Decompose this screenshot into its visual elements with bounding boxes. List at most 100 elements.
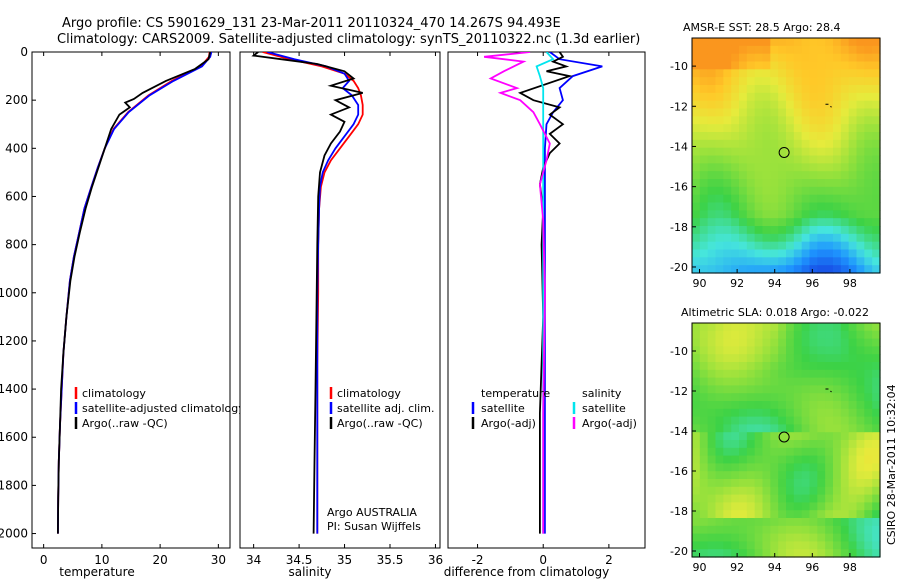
heatmap-cell bbox=[848, 163, 858, 172]
heatmap-cell bbox=[848, 447, 858, 457]
heatmap-cell bbox=[778, 338, 787, 347]
heatmap-cell bbox=[692, 233, 701, 243]
heatmap-cell bbox=[739, 53, 748, 63]
heatmap-cell bbox=[801, 385, 811, 394]
heatmap-cell bbox=[723, 455, 732, 464]
heatmap-cell bbox=[723, 69, 732, 78]
heatmap-cell bbox=[746, 171, 756, 180]
heatmap-cell bbox=[707, 518, 717, 527]
heatmap-cell bbox=[825, 463, 834, 472]
heatmap-cell bbox=[692, 393, 701, 402]
heatmap-cell bbox=[840, 249, 850, 258]
heatmap-cell bbox=[825, 147, 834, 157]
heatmap-cell bbox=[699, 61, 709, 70]
heatmap-cell bbox=[707, 100, 717, 110]
heatmap-cell bbox=[848, 45, 858, 55]
heatmap-cell bbox=[707, 249, 717, 258]
heatmap-cell bbox=[856, 440, 865, 449]
heatmap-cell bbox=[754, 416, 764, 425]
heatmap-cell bbox=[699, 69, 709, 78]
heatmap-cell bbox=[833, 233, 842, 243]
heatmap-cell bbox=[715, 440, 724, 449]
x-tick-label: 35.5 bbox=[377, 553, 404, 567]
heatmap-cell bbox=[840, 124, 850, 133]
heatmap-cell bbox=[786, 494, 795, 503]
heatmap-cell bbox=[770, 202, 779, 211]
heatmap-cell bbox=[840, 401, 850, 410]
heatmap-cell bbox=[786, 502, 795, 511]
heatmap-cell bbox=[731, 393, 740, 402]
heatmap-cell bbox=[699, 330, 709, 340]
heatmap-cell bbox=[754, 69, 764, 78]
heatmap-cell bbox=[778, 202, 787, 211]
legend-label: satellite bbox=[481, 402, 525, 415]
heatmap-cell bbox=[731, 510, 740, 519]
heatmap-cell bbox=[739, 377, 748, 386]
heatmap-cell bbox=[731, 377, 740, 386]
heatmap-cell bbox=[731, 249, 740, 258]
heatmap-cell bbox=[786, 92, 795, 102]
heatmap-cell bbox=[770, 416, 779, 425]
heatmap-cell bbox=[833, 346, 842, 355]
heatmap-cell bbox=[809, 155, 818, 164]
heatmap-cell bbox=[793, 432, 803, 441]
heatmap-cell bbox=[809, 432, 818, 441]
heatmap-cell bbox=[786, 479, 795, 488]
heatmap-cell bbox=[809, 479, 818, 488]
heatmap-cell bbox=[833, 323, 842, 332]
heatmap-cell bbox=[809, 163, 818, 172]
heatmap-cell bbox=[809, 241, 818, 251]
heatmap-cell bbox=[754, 139, 764, 149]
heatmap-cell bbox=[692, 194, 701, 204]
heatmap-cell bbox=[856, 77, 865, 86]
heatmap-cell bbox=[848, 139, 858, 149]
heatmap-cell bbox=[707, 525, 717, 535]
heatmap-cell bbox=[848, 416, 858, 425]
heatmap-cell bbox=[817, 45, 826, 55]
heatmap-cell bbox=[762, 346, 771, 355]
heatmap-cell bbox=[817, 210, 826, 219]
heatmap-cell bbox=[746, 502, 756, 511]
heatmap-cell bbox=[778, 108, 787, 117]
heatmap-cell bbox=[746, 354, 756, 363]
heatmap-cell bbox=[864, 424, 873, 433]
heatmap-cell bbox=[778, 241, 787, 251]
argo-position-marker bbox=[778, 146, 790, 158]
heatmap-cell bbox=[699, 100, 709, 110]
heatmap-cell bbox=[707, 369, 717, 379]
heatmap-cell bbox=[872, 233, 881, 243]
heatmap-cell bbox=[762, 210, 771, 219]
heatmap-cell bbox=[715, 479, 724, 488]
heatmap-cell bbox=[707, 85, 717, 94]
heatmap-cell bbox=[762, 249, 771, 258]
heatmap-cell bbox=[731, 424, 740, 433]
figure-title-line2: Climatology: CARS2009. Satellite-adjuste… bbox=[57, 32, 640, 47]
heatmap-cell bbox=[754, 525, 764, 535]
heatmap-cell bbox=[833, 202, 842, 211]
heatmap-cell bbox=[699, 463, 709, 472]
heatmap-cell bbox=[856, 408, 865, 418]
heatmap-cell bbox=[739, 393, 748, 402]
heatmap-cell bbox=[699, 171, 709, 180]
heatmap-cell bbox=[731, 186, 740, 196]
heatmap-cell bbox=[754, 323, 764, 332]
heatmap-cell bbox=[817, 549, 826, 558]
heatmap-cell bbox=[699, 53, 709, 63]
heatmap-cell bbox=[817, 440, 826, 449]
heatmap-cell bbox=[809, 424, 818, 433]
heatmap-cell bbox=[872, 210, 881, 219]
heatmap-cell bbox=[793, 69, 803, 78]
heatmap-cell bbox=[833, 486, 842, 496]
heatmap-cell bbox=[825, 541, 834, 550]
heatmap-cell bbox=[739, 338, 748, 347]
y-tick-label: -12 bbox=[670, 385, 688, 398]
heatmap-cell bbox=[817, 533, 826, 542]
heatmap-cell bbox=[746, 518, 756, 527]
heatmap-cell bbox=[731, 432, 740, 441]
heatmap-cell bbox=[762, 432, 771, 441]
heatmap-cell bbox=[762, 330, 771, 340]
heatmap-cell bbox=[848, 330, 858, 340]
figure-title-line1: Argo profile: CS 5901629_131 23-Mar-2011… bbox=[62, 16, 561, 31]
heatmap-cell bbox=[731, 401, 740, 410]
